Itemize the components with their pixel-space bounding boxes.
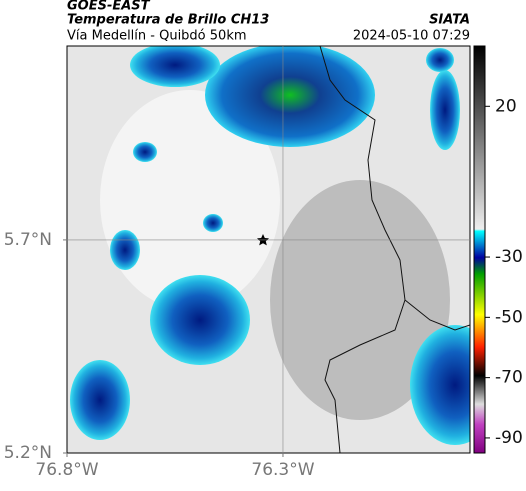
convective-cell	[430, 70, 460, 150]
colorbar-tick-label: -30	[495, 247, 523, 267]
subtitle: Temperatura de Brillo CH13	[67, 13, 269, 28]
colorbar-tick-label: 20	[495, 96, 517, 116]
convective-cell	[410, 325, 470, 445]
route: Vía Medellín - Quibdó 50km	[67, 29, 247, 44]
source: SIATA	[429, 13, 470, 28]
colorbar	[473, 45, 486, 454]
convective-cell	[426, 48, 454, 72]
convective-cell	[150, 275, 250, 365]
title: GOES-EAST	[67, 0, 151, 14]
map-frame	[66, 45, 471, 454]
convective-cell	[205, 46, 375, 147]
colorbar-tick-label: -90	[495, 428, 523, 448]
x-tick-label: 76.3°W	[251, 460, 314, 480]
colorbar-tick-label: -50	[495, 307, 523, 327]
convective-cell	[130, 46, 220, 87]
y-tick-label: 5.2°N	[4, 443, 52, 463]
convective-cell	[133, 142, 157, 162]
x-tick-label: 76.8°W	[35, 460, 98, 480]
border	[324, 299, 406, 453]
colorbar-tick-label: -70	[495, 368, 523, 388]
border	[319, 46, 470, 331]
y-tick-label: 5.7°N	[4, 230, 52, 250]
convective-cell	[110, 230, 140, 270]
datetime: 2024-05-10 07:29	[353, 29, 470, 44]
convective-cell	[70, 360, 130, 440]
convective-cell	[203, 214, 223, 232]
map-area	[67, 46, 470, 453]
